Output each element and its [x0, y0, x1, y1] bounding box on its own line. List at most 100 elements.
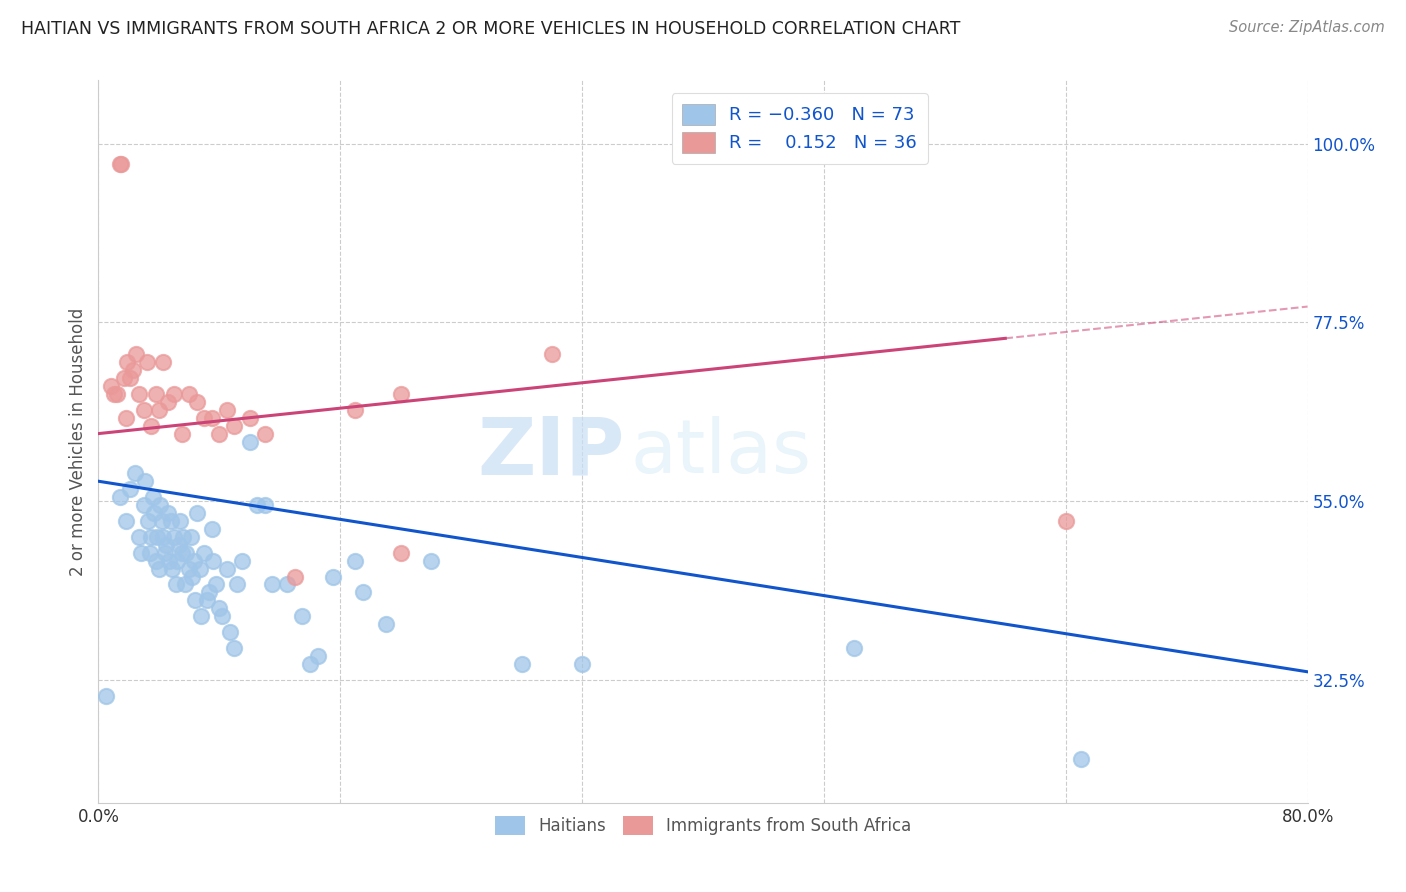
Point: [374, 617, 396, 632]
Point: [172, 530, 194, 544]
Point: [1054, 514, 1077, 528]
Point: [108, 156, 131, 170]
Point: [136, 514, 159, 528]
Point: [150, 514, 173, 528]
Point: [211, 609, 233, 624]
Point: [153, 546, 176, 560]
Point: [124, 467, 146, 481]
Point: [142, 490, 165, 504]
Point: [173, 577, 195, 591]
Point: [146, 530, 169, 544]
Point: [186, 506, 208, 520]
Point: [184, 593, 207, 607]
Point: [193, 546, 215, 560]
Point: [571, 657, 593, 671]
Point: [190, 609, 212, 624]
Point: [262, 577, 284, 591]
Point: [322, 569, 344, 583]
Point: [128, 387, 150, 401]
Point: [141, 530, 163, 544]
Point: [170, 546, 193, 560]
Point: [183, 554, 205, 568]
Point: [100, 379, 122, 393]
Point: [170, 426, 193, 441]
Point: [307, 648, 329, 663]
Point: [181, 569, 204, 583]
Point: [215, 561, 238, 575]
Point: [299, 657, 322, 671]
Point: [208, 601, 231, 615]
Point: [284, 569, 307, 583]
Point: [120, 482, 142, 496]
Point: [253, 426, 276, 441]
Legend: Haitians, Immigrants from South Africa: Haitians, Immigrants from South Africa: [488, 809, 918, 841]
Point: [125, 347, 148, 361]
Point: [276, 577, 298, 591]
Point: [510, 657, 533, 671]
Point: [224, 640, 246, 655]
Point: [145, 554, 167, 568]
Point: [224, 418, 246, 433]
Point: [108, 490, 131, 504]
Point: [163, 530, 186, 544]
Point: [169, 514, 191, 528]
Point: [163, 387, 186, 401]
Point: [219, 625, 242, 640]
Text: atlas: atlas: [630, 416, 811, 489]
Point: [143, 506, 166, 520]
Point: [180, 530, 202, 544]
Point: [129, 546, 152, 560]
Point: [145, 387, 167, 401]
Point: [141, 418, 163, 433]
Text: HAITIAN VS IMMIGRANTS FROM SOUTH AFRICA 2 OR MORE VEHICLES IN HOUSEHOLD CORRELAT: HAITIAN VS IMMIGRANTS FROM SOUTH AFRICA …: [21, 20, 960, 37]
Point: [165, 577, 187, 591]
Point: [844, 640, 866, 655]
Point: [420, 554, 443, 568]
Point: [94, 689, 117, 703]
Y-axis label: 2 or more Vehicles in Household: 2 or more Vehicles in Household: [69, 308, 87, 575]
Point: [231, 554, 253, 568]
Point: [167, 538, 190, 552]
Point: [134, 475, 156, 489]
Point: [202, 554, 225, 568]
Point: [152, 355, 174, 369]
Point: [291, 609, 314, 624]
Point: [540, 347, 562, 361]
Point: [155, 538, 177, 552]
Point: [239, 434, 262, 449]
Point: [152, 530, 174, 544]
Point: [115, 355, 138, 369]
Point: [103, 387, 125, 401]
Point: [389, 387, 412, 401]
Point: [226, 577, 249, 591]
Point: [352, 585, 374, 599]
Point: [344, 554, 367, 568]
Point: [205, 577, 228, 591]
Point: [135, 355, 157, 369]
Point: [208, 426, 231, 441]
Point: [195, 593, 218, 607]
Point: [105, 387, 128, 401]
Point: [201, 410, 224, 425]
Point: [122, 363, 145, 377]
Point: [156, 394, 179, 409]
Point: [162, 561, 184, 575]
Point: [239, 410, 262, 425]
Point: [215, 402, 238, 417]
Point: [197, 585, 219, 599]
Point: [186, 394, 208, 409]
Point: [1070, 752, 1092, 766]
Point: [114, 410, 136, 425]
Point: [159, 554, 181, 568]
Point: [201, 522, 224, 536]
Point: [139, 546, 162, 560]
Point: [110, 156, 132, 170]
Point: [128, 530, 150, 544]
Point: [114, 514, 136, 528]
Point: [148, 402, 170, 417]
Point: [179, 387, 201, 401]
Point: [253, 498, 276, 512]
Point: [156, 506, 179, 520]
Point: [246, 498, 269, 512]
Point: [166, 554, 188, 568]
